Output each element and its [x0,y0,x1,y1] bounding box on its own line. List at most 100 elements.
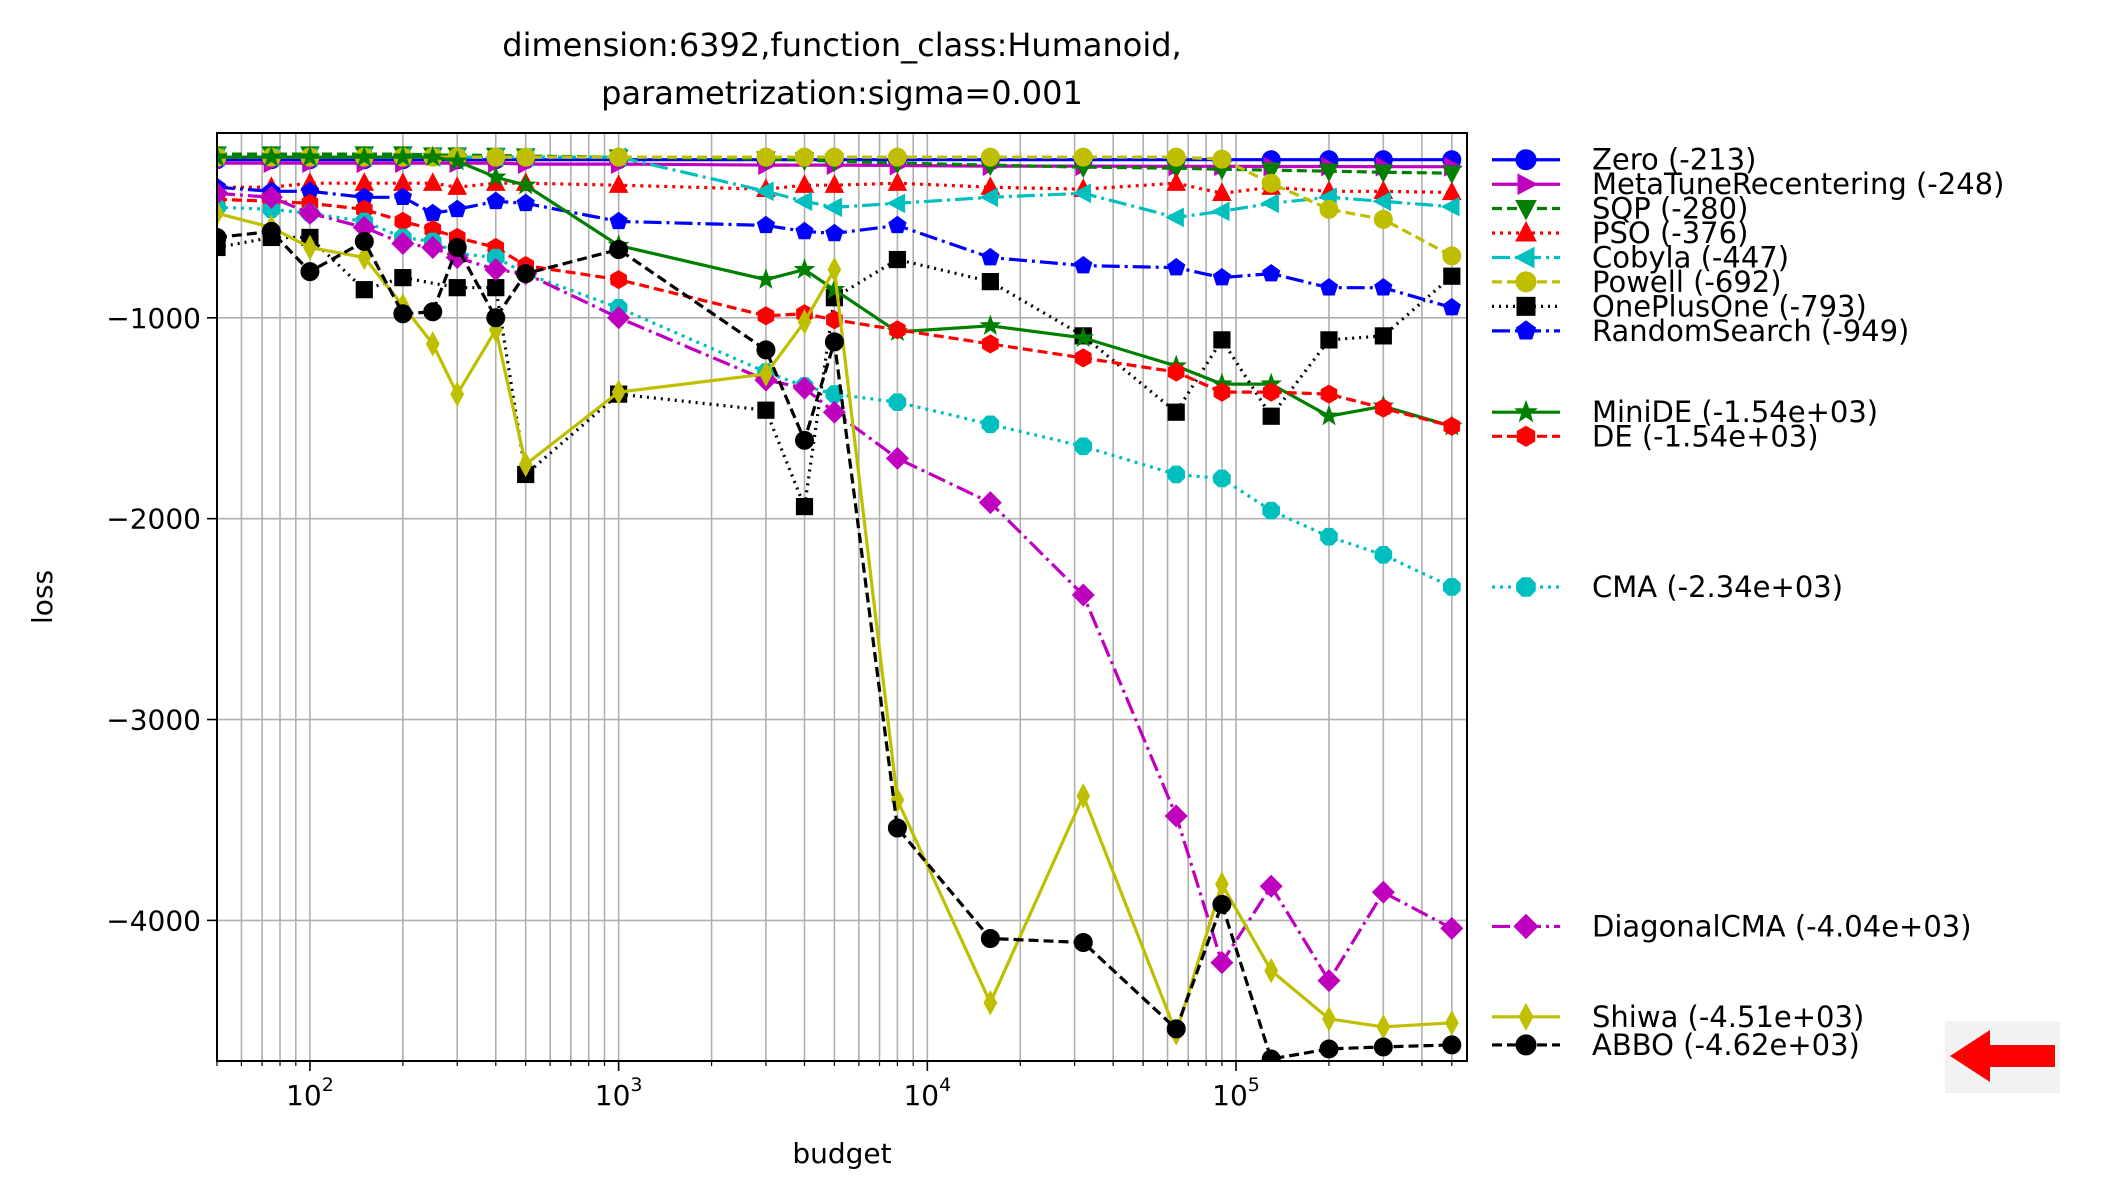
legend-entry-SQP: SQP (-280) [1492,192,1748,226]
data-point-RandomSearch [516,193,535,212]
data-point-Powell [609,147,629,167]
data-point-Cobyla [1260,193,1279,214]
data-point-DiagonalCMA [607,306,631,330]
data-point-RandomSearch [1262,263,1281,282]
data-point-ABBO [393,304,413,324]
data-point-RandomSearch [795,221,814,240]
data-point-Cobyla [1072,183,1091,204]
data-point-CMA [1074,437,1093,456]
data-point-RandomSearch [756,215,776,234]
y-tick-label: −2000 [106,503,201,536]
data-point-PSO [1166,172,1187,191]
legend-entry-OnePlusOne: OnePlusOne (-793) [1492,289,1867,323]
data-point-OnePlusOne [217,238,226,257]
data-point-Powell [887,147,907,167]
data-point-CMA [1262,501,1281,520]
data-point-DE [394,211,412,231]
data-point-RandomSearch [609,211,628,230]
data-point-Powell [1073,147,1093,167]
data-point-Shiwa [357,244,372,271]
data-point-OnePlusOne [1374,327,1392,345]
legend-marker-SQP [1515,200,1537,221]
series-line-OnePlusOne [217,235,1453,509]
data-point-ABBO [756,340,776,360]
data-point-ABBO [1373,1037,1393,1057]
data-point-PSO [447,176,468,195]
legend-label-PSO: PSO (-376) [1592,216,1748,250]
data-point-DE [1320,384,1338,404]
data-point-OnePlusOne [981,273,999,291]
data-point-SQP [1373,164,1394,184]
data-point-Shiwa [1322,1006,1336,1032]
data-point-RandomSearch [393,187,413,206]
data-point-CMA [981,415,1000,434]
data-point-ABBO [516,264,536,284]
data-point-Shiwa [1076,783,1091,809]
data-point-RandomSearch [981,247,1000,266]
data-point-Shiwa [1444,1010,1459,1036]
legend-entry-DE: DE (-1.54e+03) [1492,419,1819,453]
data-point-PSO [1441,181,1462,201]
data-point-Powell [1442,246,1462,266]
data-point-MiniDE [1318,404,1340,426]
data-point-Shiwa [827,256,842,283]
legend-label-ABBO: ABBO (-4.62e+03) [1592,1028,1860,1062]
data-point-DiagonalCMA [1164,804,1188,828]
legend-entry-PSO: PSO (-376) [1492,216,1748,250]
legend-marker-Shiwa [1518,1002,1534,1031]
data-point-Powell [980,147,1000,167]
data-point-Cobyla [1165,207,1184,228]
legend-marker-Zero [1515,149,1537,171]
x-axis-label: budget [792,1137,891,1170]
data-point-ABBO [354,231,374,251]
data-point-RandomSearch [888,215,907,234]
data-point-OnePlusOne [757,401,775,419]
legend-marker-DiagonalCMA [1513,913,1539,940]
legend-label-Cobyla: Cobyla (-447) [1592,241,1789,275]
y-tick-label: −4000 [106,904,201,937]
legend-entry-Cobyla: Cobyla (-447) [1492,241,1789,275]
x-tick-base: 10 [1212,1079,1248,1112]
x-tick-exponent: 4 [939,1074,951,1096]
series-line-ABBO [217,229,1452,1061]
legend-marker-MiniDE [1514,399,1538,423]
data-point-MiniDE [755,268,777,289]
data-point-MiniDE [514,173,537,195]
data-point-ABBO [794,430,814,450]
data-point-RandomSearch [1074,255,1093,274]
data-point-PSO [608,174,629,193]
chart-title-line-2: parametrization:sigma=0.001 [601,74,1083,112]
data-point-Shiwa [425,331,440,357]
data-point-Powell [1212,149,1232,169]
series-line-SQP [217,152,1452,175]
series-ABBO [217,221,1462,1061]
data-point-MiniDE [484,165,507,187]
x-tick-exponent: 2 [322,1074,334,1096]
data-point-RandomSearch [423,203,442,222]
data-point-RandomSearch [486,191,505,210]
y-axis-label: loss [26,570,59,624]
data-point-DiagonalCMA [1210,951,1234,975]
data-point-PSO [824,174,845,193]
x-tick-base: 10 [903,1079,939,1112]
legend-marker-DE [1516,425,1536,447]
data-point-ABBO [217,227,227,247]
data-point-ABBO [609,240,629,260]
data-point-ABBO [300,262,320,282]
data-point-RandomSearch [448,199,467,218]
data-point-Shiwa [518,451,533,478]
data-point-Shiwa [611,379,626,405]
legend-entry-RandomSearch: RandomSearch (-949) [1492,314,1909,348]
data-point-Shiwa [450,381,465,407]
data-point-OnePlusOne [1262,407,1280,425]
data-point-CMA [888,393,907,411]
data-point-Powell [1261,173,1281,193]
legend-marker-Powell [1515,271,1537,293]
series-line-MiniDE [217,155,1453,428]
x-tick-label: 105 [1212,1074,1260,1112]
legend-entry-CMA: CMA (-2.34e+03) [1492,570,1843,604]
data-point-Shiwa [890,787,905,813]
legend-label-MiniDE: MiniDE (-1.54e+03) [1592,395,1878,429]
data-point-MiniDE [979,314,1002,336]
x-tick-exponent: 5 [1248,1074,1260,1096]
